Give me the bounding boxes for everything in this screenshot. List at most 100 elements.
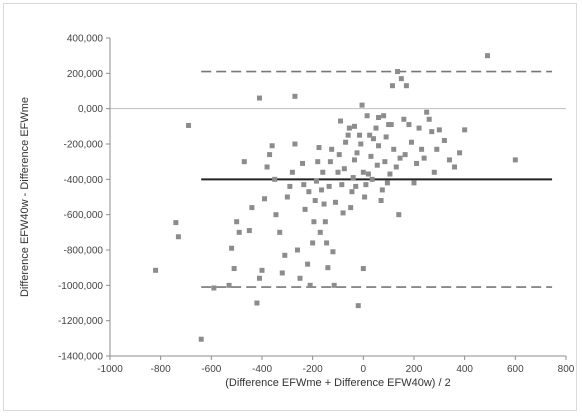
data-point (346, 125, 352, 131)
data-point (396, 212, 402, 218)
data-point (315, 159, 321, 165)
data-point (343, 139, 349, 145)
x-tick-label: -600 (201, 364, 221, 375)
data-point (326, 183, 332, 189)
data-point (241, 159, 247, 165)
data-point (411, 180, 417, 186)
data-point (312, 198, 318, 204)
data-point (359, 102, 365, 108)
data-point (349, 189, 355, 195)
data-point (388, 122, 394, 128)
data-point (338, 118, 344, 124)
data-point (457, 150, 463, 156)
data-point (329, 146, 335, 152)
data-point (262, 196, 268, 202)
data-point (311, 219, 317, 225)
data-point (325, 265, 331, 271)
data-point (153, 267, 159, 273)
data-point (256, 275, 262, 281)
data-point (378, 198, 384, 204)
y-tick-label: -1000,000 (58, 281, 103, 292)
data-point (259, 267, 265, 273)
data-point (360, 266, 366, 272)
y-tick-label: -1400,000 (58, 352, 103, 363)
data-point (419, 146, 425, 152)
data-point (436, 127, 442, 133)
data-point (452, 164, 458, 170)
data-point (364, 113, 370, 119)
data-point (434, 146, 440, 152)
data-point (368, 153, 374, 159)
data-point (391, 146, 397, 152)
data-point (426, 116, 432, 122)
data-point (374, 162, 380, 168)
data-point (236, 229, 242, 235)
data-point (484, 53, 490, 59)
data-point (397, 155, 403, 161)
data-point (362, 194, 368, 200)
y-tick-label: -400,000 (64, 175, 104, 186)
data-point (246, 228, 252, 234)
data-point (341, 166, 347, 172)
data-point (313, 178, 319, 184)
data-point (369, 176, 375, 182)
data-point (173, 220, 179, 226)
data-point (287, 183, 293, 189)
data-point (249, 205, 255, 211)
data-point (363, 182, 369, 188)
data-point (272, 176, 278, 182)
data-point (226, 282, 232, 288)
data-point (284, 194, 290, 200)
x-tick-label: 600 (507, 364, 524, 375)
data-point (269, 143, 275, 149)
data-point (345, 132, 351, 138)
data-point (301, 182, 307, 188)
data-point (302, 206, 308, 212)
data-point (401, 116, 407, 122)
data-point (336, 152, 342, 158)
data-point (441, 137, 447, 143)
data-point (294, 247, 300, 253)
data-point (267, 152, 273, 158)
data-point (376, 115, 382, 120)
data-point (381, 113, 387, 119)
data-point (382, 159, 388, 165)
data-point (231, 266, 237, 272)
y-tick-label: -1200,000 (58, 316, 103, 327)
data-point (373, 125, 379, 131)
data-point (512, 157, 518, 163)
y-tick-label: 400,000 (67, 34, 104, 45)
x-tick-label: 200 (406, 364, 423, 375)
data-points (153, 53, 518, 342)
x-axis: -1000 -800 -600 -400 -200 0 200 400 600 800 (97, 355, 575, 375)
data-point (279, 270, 285, 276)
data-point (330, 249, 336, 255)
plot-area (110, 70, 566, 288)
data-point (357, 132, 363, 138)
data-point (316, 145, 322, 151)
data-point (446, 157, 452, 163)
x-tick-label: -200 (303, 364, 323, 375)
data-point (351, 157, 357, 163)
data-point (424, 109, 430, 115)
data-point (389, 83, 395, 89)
data-point (320, 169, 326, 175)
data-point (353, 183, 359, 189)
y-tick-label: 0,000 (78, 104, 103, 115)
data-point (292, 93, 298, 99)
y-tick-label: -600,000 (64, 210, 104, 221)
data-point (256, 95, 262, 101)
data-point (297, 275, 303, 281)
x-tick-label: -800 (151, 364, 171, 375)
data-point (429, 129, 435, 135)
x-axis-title: (Difference EFWme + Difference EFW40w) /… (225, 377, 450, 389)
data-point (327, 159, 333, 165)
data-point (292, 141, 298, 147)
data-point (273, 212, 279, 218)
data-point (431, 169, 437, 175)
data-point (387, 171, 393, 177)
data-point (310, 240, 316, 246)
y-tick-label: -200,000 (64, 140, 104, 151)
data-point (354, 150, 360, 156)
